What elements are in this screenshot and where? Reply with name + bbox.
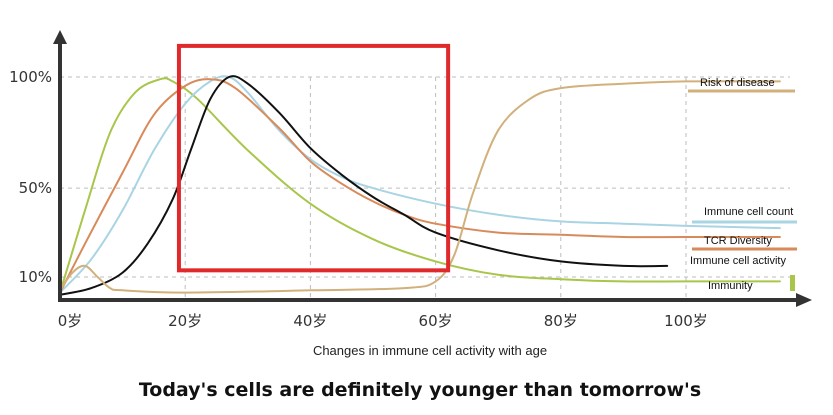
x-axis-label: Changes in immune cell activity with age [313, 343, 547, 358]
y-tick-label: 100% [9, 68, 52, 86]
legend-label-immunity: Immunity [708, 280, 753, 292]
axes [53, 30, 812, 307]
x-tick-label: 0岁 [58, 312, 83, 330]
x-axis-arrow [796, 293, 812, 307]
y-tick-label: 50% [19, 179, 52, 197]
y-axis-arrow [53, 30, 67, 44]
legend-label-immune-cell-activity: Immune cell activity [690, 255, 786, 267]
x-tick-label: 80岁 [544, 312, 578, 330]
series-line-immunity [59, 77, 781, 294]
series-line-risk-of-disease [59, 80, 781, 294]
series-line-immune-cell-activity [59, 75, 669, 296]
legend-label-tcr-diversity: TCR Diversity [704, 235, 772, 247]
grid [60, 76, 790, 300]
x-tick-label: 100岁 [664, 312, 708, 330]
tick-labels: 0岁 20岁 40岁 60岁 80岁 100岁 10% 50% 100% [9, 68, 708, 330]
caption: Today's cells are definitely younger tha… [139, 379, 701, 401]
x-tick-label: 20岁 [168, 312, 202, 330]
legend-swatch-immunity [790, 275, 795, 291]
y-tick-label: 10% [19, 268, 52, 286]
series-line-immune-cell-count [59, 75, 781, 294]
series-line-tcr-diversity [59, 78, 781, 294]
legend-label-immune-cell-count: Immune cell count [704, 206, 793, 218]
x-tick-label: 40岁 [293, 312, 327, 330]
legend: Immunity Immune cell count TCR Diversity Im… [688, 77, 797, 292]
legend-label-risk-of-disease: Risk of disease [700, 77, 775, 89]
x-tick-label: 60岁 [419, 312, 453, 330]
series-lines [59, 75, 781, 296]
highlight-box [176, 43, 451, 273]
